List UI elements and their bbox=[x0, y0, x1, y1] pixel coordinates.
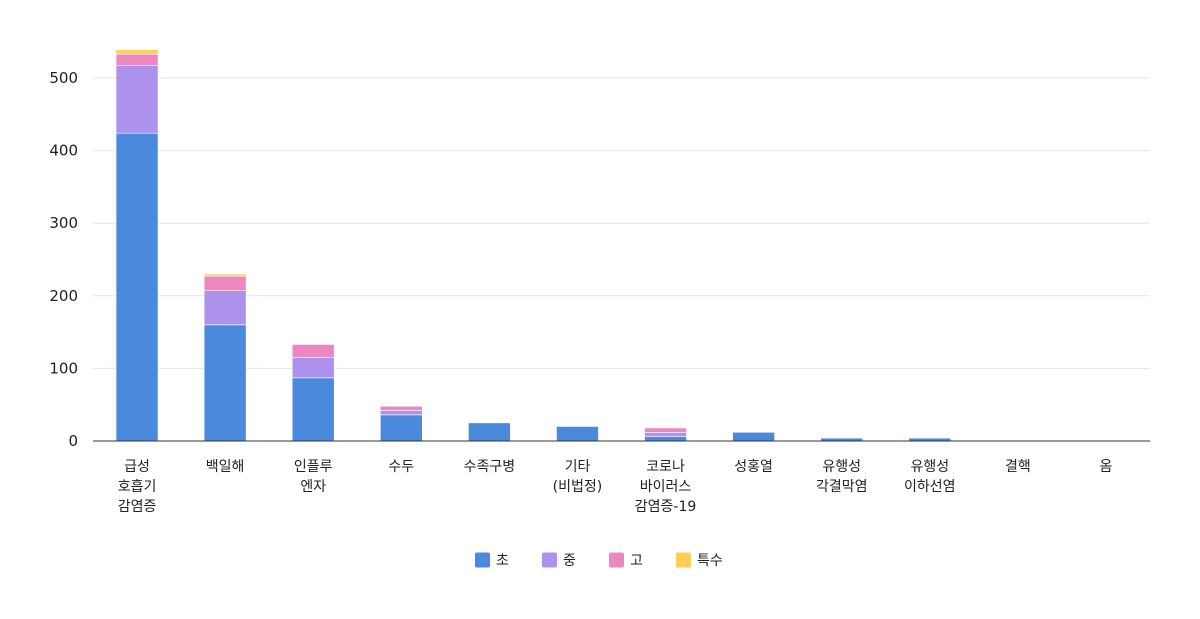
legend-swatch bbox=[542, 552, 557, 568]
bar-segment bbox=[291, 377, 335, 442]
x-tick-label: 이하선염 bbox=[904, 479, 956, 495]
y-tick-label: 0 bbox=[68, 432, 78, 450]
bar-segment bbox=[115, 49, 159, 55]
legend-label: 초 bbox=[496, 553, 509, 569]
x-tick-label: 엔자 bbox=[300, 479, 326, 495]
x-tick-label: 코로나 bbox=[646, 459, 685, 475]
x-tick-label: 옴 bbox=[1100, 459, 1113, 475]
x-tick-label: 수두 bbox=[388, 459, 414, 475]
bar-segment bbox=[203, 273, 247, 277]
y-tick-label: 100 bbox=[49, 359, 78, 377]
y-tick-label: 400 bbox=[49, 142, 78, 160]
x-tick-label: 성홍열 bbox=[734, 459, 773, 475]
bar-segment bbox=[203, 290, 247, 326]
bar-segment bbox=[203, 275, 247, 292]
x-tick-label: 급성 bbox=[124, 459, 150, 475]
legend-label: 중 bbox=[563, 553, 576, 569]
grid-lines bbox=[93, 77, 1150, 369]
legend-swatch bbox=[475, 552, 490, 568]
bars bbox=[115, 49, 1128, 442]
x-tick-label: 감염증-19 bbox=[635, 499, 697, 515]
bar-segment bbox=[644, 436, 687, 442]
bar-segment bbox=[732, 431, 775, 442]
bar-segment bbox=[203, 324, 247, 442]
x-tick-label: 백일해 bbox=[206, 459, 245, 475]
x-tick-label: 유행성 bbox=[910, 459, 949, 475]
legend: 초 중 고 특수 bbox=[475, 552, 723, 569]
legend-label: 특수 bbox=[697, 553, 723, 569]
x-tick-label: 유행성 bbox=[822, 459, 861, 475]
y-tick-labels: 0 100 200 300 400 500 bbox=[49, 69, 78, 450]
bar-segment bbox=[115, 132, 159, 442]
legend-swatch bbox=[676, 552, 691, 568]
x-tick-label: 결핵 bbox=[1005, 459, 1031, 475]
x-tick-label: 각결막염 bbox=[816, 479, 868, 495]
y-tick-label: 200 bbox=[49, 287, 78, 305]
bar-segment bbox=[115, 53, 159, 66]
y-tick-label: 300 bbox=[49, 214, 78, 232]
bar-segment bbox=[379, 405, 423, 411]
x-tick-label: 바이러스 bbox=[640, 479, 692, 495]
bar-segment bbox=[379, 414, 423, 442]
bar-segment bbox=[379, 410, 423, 416]
bar-segment bbox=[644, 427, 687, 433]
x-tick-label: 호흡기 bbox=[118, 479, 157, 495]
bar-segment bbox=[644, 431, 687, 437]
legend-swatch bbox=[609, 552, 624, 568]
x-tick-label: 인플루 bbox=[294, 459, 333, 475]
x-tick-label: 감염증 bbox=[118, 499, 157, 515]
bar-segment bbox=[556, 426, 599, 442]
bar-segment bbox=[291, 357, 335, 379]
bar-segment bbox=[468, 422, 511, 442]
x-tick-label: 수족구병 bbox=[464, 459, 516, 475]
bar-segment bbox=[115, 65, 159, 134]
legend-label: 고 bbox=[630, 553, 643, 569]
y-tick-label: 500 bbox=[49, 69, 78, 87]
bar-segment bbox=[291, 344, 335, 358]
x-tick-label: (비법정) bbox=[553, 479, 603, 495]
x-tick-label: 기타 bbox=[565, 459, 591, 475]
